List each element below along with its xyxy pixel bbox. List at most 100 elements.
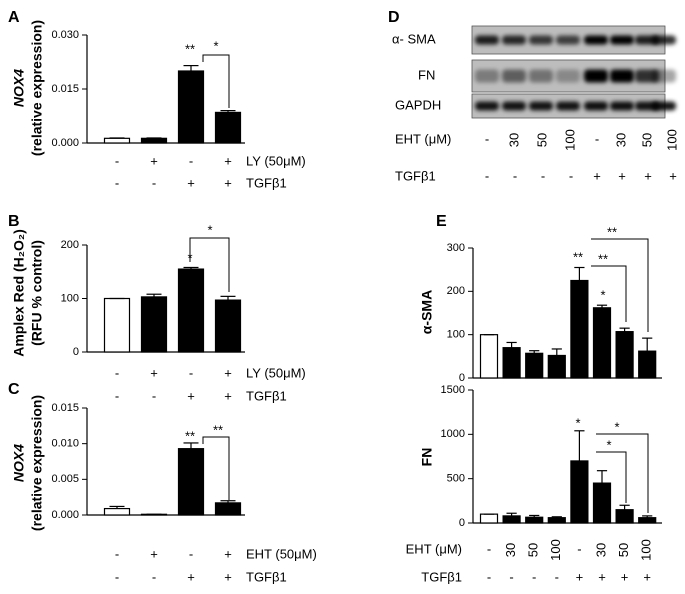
treatment-level: - bbox=[485, 131, 489, 146]
treatment-level: + bbox=[150, 153, 158, 168]
treatment-level: - bbox=[152, 175, 156, 190]
treatment-level: - bbox=[115, 153, 119, 168]
error-bar bbox=[529, 514, 540, 518]
error-bar bbox=[574, 266, 585, 281]
bar bbox=[177, 70, 205, 144]
treatment-level: - bbox=[577, 541, 581, 556]
treatment-level: + bbox=[224, 546, 232, 561]
blot-band bbox=[584, 35, 608, 45]
error-bar bbox=[220, 500, 236, 503]
bar bbox=[592, 482, 612, 524]
treatment-level: - bbox=[509, 569, 513, 584]
significance-label: * bbox=[614, 419, 619, 434]
treatment-level: - bbox=[532, 569, 536, 584]
bar bbox=[547, 354, 566, 379]
y-axis-title: Amplex Red (H₂O₂) bbox=[11, 229, 27, 357]
y-tick-label: 200 bbox=[447, 285, 465, 297]
blot-band bbox=[502, 35, 526, 45]
error-bar bbox=[183, 64, 199, 71]
chart-panel: C NOX4 (relative expression) 0.000 0.005 0.01… bbox=[8, 381, 317, 584]
blot-band bbox=[502, 69, 526, 83]
y-tick-label: 100 bbox=[61, 292, 79, 304]
blot-row-label: α- SMA bbox=[392, 31, 436, 46]
panel-label: E bbox=[436, 213, 447, 230]
bar bbox=[214, 111, 242, 144]
treatment-level: 100 bbox=[548, 539, 563, 561]
error-bar bbox=[551, 348, 562, 356]
treatment-level: - bbox=[189, 153, 193, 168]
significance-bracket bbox=[202, 436, 230, 500]
bar bbox=[103, 507, 131, 516]
treatment-level: + bbox=[150, 546, 158, 561]
bar bbox=[479, 513, 499, 524]
treatment-level: - bbox=[487, 569, 491, 584]
y-tick-label: 0.010 bbox=[51, 438, 79, 450]
bar bbox=[214, 502, 242, 516]
treatment-level: + bbox=[618, 168, 626, 183]
error-bar bbox=[220, 109, 236, 113]
significance-bracket bbox=[591, 265, 627, 322]
treatment-level: + bbox=[224, 175, 232, 190]
bar bbox=[177, 268, 205, 353]
significance-label: ** bbox=[598, 251, 608, 266]
treatment-label: TGFβ1 bbox=[246, 388, 287, 403]
treatment-level: + bbox=[576, 569, 584, 584]
y-tick-label: 0.005 bbox=[51, 473, 79, 485]
y-tick-label: 200 bbox=[61, 239, 79, 251]
treatment-level: - bbox=[487, 541, 491, 556]
blot-band bbox=[556, 101, 580, 111]
y-axis-title: (relative expression) bbox=[29, 395, 45, 531]
significance-bracket bbox=[591, 238, 649, 332]
y-tick-label: 0.000 bbox=[51, 137, 79, 149]
treatment-level: - bbox=[541, 168, 545, 183]
panel-label: B bbox=[8, 213, 20, 230]
bar bbox=[140, 296, 168, 353]
treatment-label: EHT (μM) bbox=[406, 541, 462, 556]
y-tick-label: 500 bbox=[447, 473, 465, 485]
error-bar bbox=[619, 327, 630, 332]
treatment-level: + bbox=[150, 365, 158, 380]
error-bar bbox=[596, 470, 608, 484]
blot-band bbox=[475, 35, 499, 45]
treatment-level: 50 bbox=[639, 133, 654, 147]
bar bbox=[525, 516, 544, 524]
blot-row-label: FN bbox=[418, 67, 435, 82]
treatment-level: 50 bbox=[534, 133, 549, 147]
treatment-label: TGFβ1 bbox=[395, 168, 436, 183]
bar bbox=[547, 517, 566, 524]
blot-band bbox=[652, 35, 676, 45]
treatment-level: + bbox=[598, 569, 606, 584]
y-tick-label: 1000 bbox=[441, 428, 465, 440]
y-axis-title: α-SMA bbox=[419, 290, 435, 334]
treatment-level: - bbox=[152, 388, 156, 403]
treatment-level: 30 bbox=[506, 133, 521, 147]
y-tick-label: 0 bbox=[459, 372, 465, 384]
significance-bracket bbox=[202, 54, 230, 108]
blot-band bbox=[610, 69, 634, 83]
blot-band bbox=[652, 69, 676, 83]
treatment-level: - bbox=[513, 168, 517, 183]
treatment-level: + bbox=[643, 569, 651, 584]
blot-band bbox=[584, 101, 608, 111]
error-bar bbox=[220, 295, 236, 301]
treatment-level: - bbox=[115, 365, 119, 380]
chart-panel: A NOX4 (relative expression) 0.000 0.015 0.03… bbox=[8, 9, 306, 190]
bar bbox=[140, 137, 168, 144]
significance-label: * bbox=[207, 222, 212, 237]
bar bbox=[615, 331, 634, 379]
treatment-level: + bbox=[224, 569, 232, 584]
blot-band bbox=[584, 69, 608, 83]
y-tick-label: 0 bbox=[73, 346, 79, 358]
blot-band bbox=[475, 69, 499, 83]
bar bbox=[525, 352, 544, 379]
significance-label: ** bbox=[185, 41, 195, 56]
bar bbox=[615, 509, 634, 524]
treatment-label: EHT (50μM) bbox=[246, 546, 317, 561]
y-axis-title: NOX4 bbox=[11, 69, 27, 107]
error-bar bbox=[642, 515, 653, 518]
treatment-level: - bbox=[152, 569, 156, 584]
treatment-level: + bbox=[187, 569, 195, 584]
y-axis-title: FN bbox=[419, 448, 435, 467]
significance-label: * bbox=[213, 38, 218, 53]
